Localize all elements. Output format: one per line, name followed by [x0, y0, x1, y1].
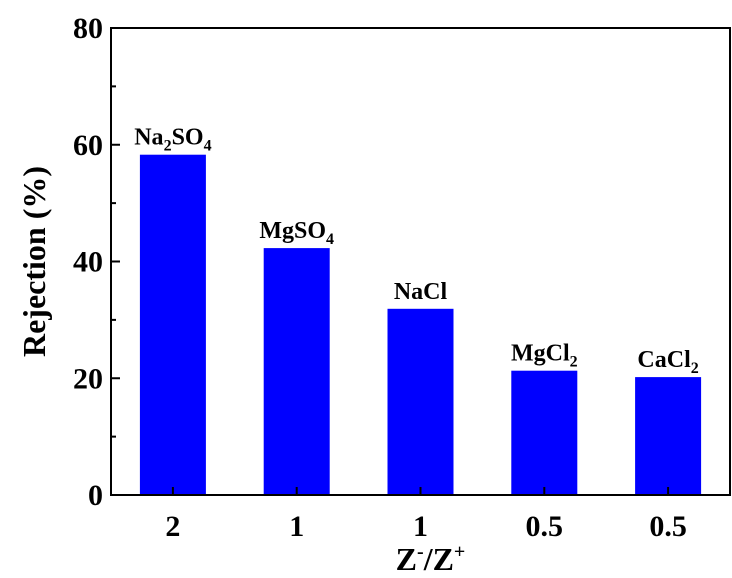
- y-tick-label: 0: [88, 479, 103, 512]
- bar-label-2: MgSO4: [259, 218, 334, 248]
- x-tick-label-2: 1: [289, 510, 304, 543]
- x-tick-label-1: 2: [165, 510, 180, 543]
- bar-label-3: NaCl: [394, 279, 448, 305]
- y-tick-label: 20: [73, 362, 103, 395]
- bar-label-1: Na2SO4: [134, 125, 211, 155]
- y-tick-label: 60: [73, 129, 103, 162]
- bar-1: [139, 154, 206, 495]
- y-tick-label: 40: [73, 246, 103, 279]
- x-tick-label-5: 0.5: [649, 510, 687, 543]
- x-tick-label-3: 1: [413, 510, 428, 543]
- bar-3: [387, 308, 454, 495]
- bar-2: [263, 248, 330, 495]
- bar-label-4: MgCl2: [511, 341, 578, 371]
- plot-frame: [110, 27, 731, 496]
- bar-5: [635, 377, 702, 495]
- y-tick-label: 80: [73, 12, 103, 45]
- bar-label-5: CaCl2: [637, 347, 698, 377]
- x-axis-title: Z-/Z+: [396, 541, 466, 573]
- bar-4: [511, 370, 578, 495]
- x-tick-label-4: 0.5: [526, 510, 564, 543]
- y-axis-title: Rejection (%): [16, 166, 52, 357]
